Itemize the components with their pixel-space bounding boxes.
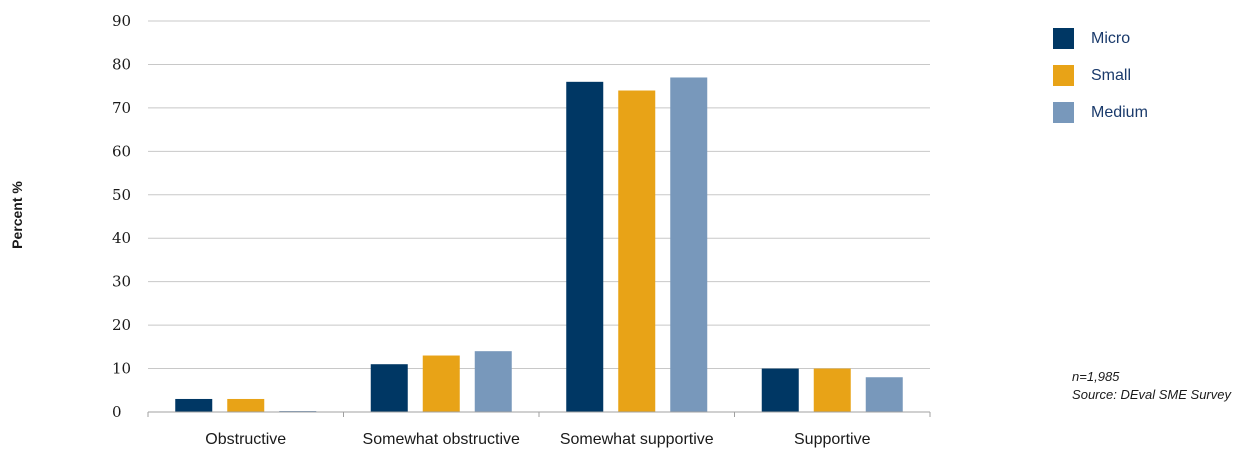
bar-micro-0: [175, 398, 213, 412]
bar-micro-2: [566, 81, 604, 413]
y-tick-label: 20: [112, 316, 131, 334]
bars: [175, 77, 903, 413]
category-label: Supportive: [794, 431, 871, 448]
x-axis: [147, 411, 931, 417]
bar-small-2: [618, 90, 656, 412]
legend-label: Small: [1091, 66, 1132, 84]
y-tick-label: 90: [112, 12, 131, 30]
legend-swatch: [1053, 102, 1074, 123]
sample-size-note: n=1,985: [1072, 369, 1120, 384]
y-tick-label: 10: [112, 360, 131, 378]
y-tick-label: 50: [112, 186, 131, 204]
bar-small-3: [813, 368, 851, 412]
bar-small-1: [422, 355, 460, 412]
legend-label: Micro: [1091, 29, 1131, 47]
y-tick-label: 60: [112, 142, 131, 160]
y-tick-label: 40: [112, 229, 131, 247]
chart-notes: n=1,985 Source: DEval SME Survey: [1072, 368, 1231, 404]
gridlines: [148, 20, 930, 370]
category-label: Obstructive: [205, 431, 286, 448]
source-note: Source: DEval SME Survey: [1072, 387, 1231, 402]
y-tick-labels: 0 10 20 30 40 50 60 70 80 90: [112, 12, 131, 421]
legend-item-micro: Micro: [1053, 20, 1148, 57]
y-tick-label: 70: [112, 99, 131, 117]
bar-medium-3: [865, 377, 903, 412]
bar-small-0: [227, 398, 265, 412]
bar-micro-1: [370, 364, 408, 412]
legend-swatch: [1053, 28, 1074, 49]
bar-medium-1: [474, 351, 512, 412]
category-label: Somewhat obstructive: [363, 431, 521, 448]
y-tick-label: 30: [112, 273, 131, 291]
legend: Micro Small Medium: [1053, 20, 1148, 131]
y-axis-label: Percent %: [9, 181, 25, 249]
category-label: Somewhat supportive: [560, 431, 714, 448]
y-tick-label: 80: [112, 55, 131, 73]
legend-item-small: Small: [1053, 57, 1148, 94]
legend-swatch: [1053, 65, 1074, 86]
bar-micro-3: [761, 368, 799, 412]
bar-medium-2: [670, 77, 708, 412]
y-tick-label: 0: [112, 403, 122, 421]
legend-label: Medium: [1091, 103, 1148, 121]
legend-item-medium: Medium: [1053, 94, 1148, 131]
category-labels: Obstructive Somewhat obstructive Somewhat …: [205, 431, 870, 448]
